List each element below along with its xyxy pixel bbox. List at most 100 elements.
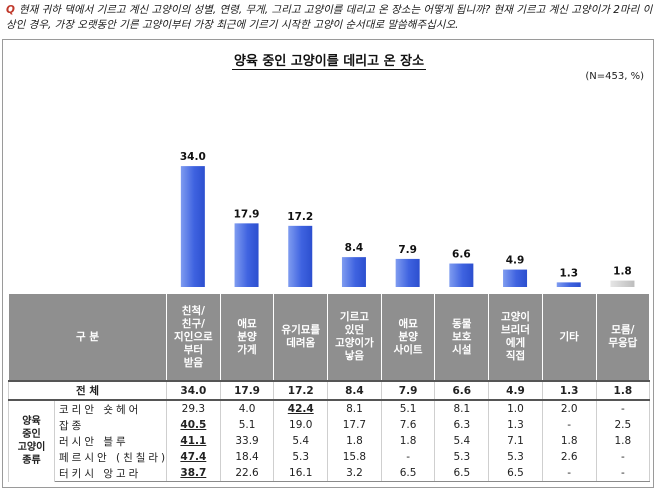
column-header-line: 무응답 bbox=[608, 337, 638, 349]
column-header-line: 유기묘를 bbox=[281, 324, 321, 336]
column-header-line: 분양 bbox=[398, 330, 418, 343]
cell-value-7: - bbox=[541, 465, 597, 482]
total-value-2: 17.2 bbox=[273, 380, 329, 401]
cell-value-1: 18.4 bbox=[219, 449, 275, 465]
column-header-8: 모름/무응답 bbox=[595, 293, 651, 382]
row-label: 페르시안 (친칠라) bbox=[53, 449, 168, 465]
cell-value-6: 7.1 bbox=[488, 433, 543, 449]
column-header-line: 시설 bbox=[452, 343, 472, 356]
column-header-2: 유기묘를 데려옴 bbox=[273, 293, 329, 382]
cell-value-4: 1.8 bbox=[380, 433, 436, 449]
cell-value-3: 8.1 bbox=[327, 400, 382, 417]
cell-value-4: - bbox=[380, 449, 436, 465]
column-header-line: 애묘 bbox=[237, 317, 257, 330]
cell-value-0: 38.7 bbox=[166, 465, 221, 482]
cell-value-7: 1.8 bbox=[541, 433, 597, 449]
column-header-line: 브리더 bbox=[500, 324, 530, 336]
cell-value-7: 2.6 bbox=[541, 449, 597, 465]
cell-value-3: 15.8 bbox=[327, 449, 382, 465]
column-header-7: 기타 bbox=[541, 293, 597, 382]
bar-value-label-2: 17.2 bbox=[287, 211, 313, 223]
row-label: 잡종 bbox=[53, 417, 168, 433]
bar-1 bbox=[234, 223, 259, 287]
cell-value-0: 41.1 bbox=[166, 433, 221, 449]
cell-value-2: 5.3 bbox=[273, 449, 329, 465]
cell-value-8: - bbox=[595, 465, 651, 482]
column-header-line: 낳음 bbox=[344, 350, 365, 362]
table-row: 터키시 앙고라 38.7 22.6 16.1 3.2 6.5 6.5 6.5- - bbox=[9, 465, 651, 482]
bar-value-label-6: 4.9 bbox=[506, 255, 525, 267]
cell-value-4: 6.5 bbox=[380, 465, 436, 482]
question-text: Q 현재 귀하 댁에서 기르고 계신 고양이의 성별, 연령, 무게, 그리고 고… bbox=[6, 3, 654, 33]
bar-3 bbox=[341, 257, 366, 287]
question-mark: Q bbox=[6, 4, 15, 16]
bar-value-label-0: 34.0 bbox=[180, 151, 206, 163]
column-header-line: 사이트 bbox=[393, 343, 423, 356]
column-header-6: 고양이 브리더 에게 직접 bbox=[488, 293, 543, 382]
cell-value-1: 22.6 bbox=[219, 465, 275, 482]
column-header-line: 가게 bbox=[237, 343, 257, 356]
total-value-5: 6.6 bbox=[434, 380, 490, 401]
cell-value-4: 7.6 bbox=[380, 417, 436, 433]
column-header-line: 기타 bbox=[559, 330, 579, 343]
chart-title: 양육 중인 고양이를 데리고 온 장소 bbox=[231, 54, 427, 70]
cell-value-1: 5.1 bbox=[219, 417, 275, 433]
column-header-1: 애묘 분양 가게 bbox=[219, 293, 275, 382]
cell-value-8: 1.8 bbox=[595, 433, 651, 449]
bar-value-label-7: 1.3 bbox=[559, 267, 578, 279]
total-value-8: 1.8 bbox=[595, 380, 651, 401]
total-value-4: 7.9 bbox=[380, 380, 436, 401]
total-value-0: 34.0 bbox=[166, 380, 221, 401]
column-header-line: 부터 bbox=[183, 343, 204, 356]
total-value-1: 17.9 bbox=[219, 380, 275, 401]
bar-value-label-5: 6.6 bbox=[452, 249, 471, 261]
column-header-line: 있던 bbox=[344, 324, 365, 336]
total-label: 전 체 bbox=[7, 380, 168, 401]
bar-value-label-4: 7.9 bbox=[398, 244, 417, 256]
cell-value-2: 5.4 bbox=[273, 433, 329, 449]
bar-value-label-1: 17.9 bbox=[234, 208, 260, 220]
group-label-line: 중인 bbox=[22, 429, 41, 441]
table-header-row: 구 분 친척/친구/지인으로 부터 받음 애묘 분양 가게 유기묘를 데려옴 기르고 있던 고양이가… bbox=[7, 293, 651, 382]
cell-value-0: 29.3 bbox=[166, 400, 221, 417]
column-header-line: 애묘 bbox=[398, 317, 418, 330]
bar-5 bbox=[449, 263, 474, 287]
table-row: 양육 중인 고양이 종류 코리안 숏헤어 29.3 4.0 42.4 8.1 5.1 8.1 1.0 2… bbox=[8, 400, 651, 482]
chart-frame bbox=[2, 39, 654, 488]
column-header-5: 동물 보호 시설 bbox=[434, 293, 490, 382]
cell-value-1: 33.9 bbox=[219, 433, 275, 449]
table-row: 러시안 블루 41.1 33.9 5.4 1.8 1.8 5.4 7.1 1.8 1.8 bbox=[9, 433, 651, 449]
row-label: 러시안 블루 bbox=[53, 433, 168, 449]
bar-value-label-8: 1.8 bbox=[613, 266, 632, 278]
total-value-3: 8.4 bbox=[327, 380, 382, 401]
cell-value-2: 19.0 bbox=[273, 417, 329, 433]
bar-8 bbox=[610, 280, 635, 287]
group-label-line: 종류 bbox=[22, 455, 41, 467]
cell-value-2: 42.4 bbox=[273, 400, 329, 417]
column-header-line: 분양 bbox=[237, 330, 257, 343]
bar-6 bbox=[503, 269, 528, 287]
cell-value-8: - bbox=[595, 449, 651, 465]
table-row: 페르시안 (친칠라) 47.4 18.4 5.3 15.8-5.3 5.3 2.6- bbox=[9, 449, 651, 465]
column-header-line: 지인으로 bbox=[174, 330, 213, 343]
cell-value-1: 4.0 bbox=[219, 400, 275, 417]
column-header-0: 친척/친구/지인으로 부터 받음 bbox=[166, 293, 221, 382]
column-header-line: 기르고 bbox=[339, 311, 369, 323]
bar-value-label-3: 8.4 bbox=[345, 242, 364, 254]
total-value-6: 4.9 bbox=[488, 380, 543, 401]
cell-value-3: 3.2 bbox=[327, 465, 382, 482]
header-label: 구 분 bbox=[7, 293, 168, 382]
column-header-line: 동물 bbox=[452, 317, 472, 330]
column-header-line: 모름/ bbox=[611, 324, 635, 336]
group-label: 양육 중인 고양이 종류 bbox=[8, 400, 55, 482]
bar-7 bbox=[556, 282, 581, 287]
bar-0 bbox=[180, 166, 205, 287]
data-table: 구 분 친척/친구/지인으로 부터 받음 애묘 분양 가게 유기묘를 데려옴 기르고 있던 고양이가… bbox=[7, 293, 651, 482]
cell-value-5: 6.5 bbox=[434, 465, 490, 482]
cell-value-0: 40.5 bbox=[166, 417, 221, 433]
column-header-line: 친척/ bbox=[181, 304, 205, 317]
sample-note: (N=453, %) bbox=[585, 71, 644, 82]
cell-value-6: 6.5 bbox=[488, 465, 543, 482]
cell-value-3: 1.8 bbox=[327, 433, 382, 449]
column-header-line: 친구/ bbox=[181, 317, 205, 330]
